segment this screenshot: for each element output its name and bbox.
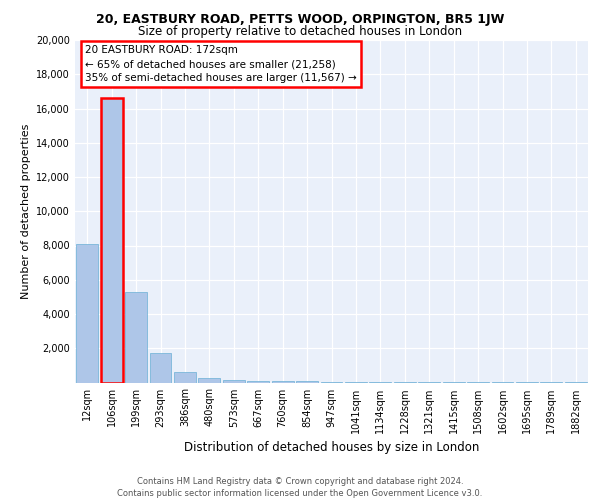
- X-axis label: Distribution of detached houses by size in London: Distribution of detached houses by size …: [184, 441, 479, 454]
- Text: 20, EASTBURY ROAD, PETTS WOOD, ORPINGTON, BR5 1JW: 20, EASTBURY ROAD, PETTS WOOD, ORPINGTON…: [96, 12, 504, 26]
- Bar: [101, 98, 122, 382]
- Bar: [247, 381, 269, 382]
- Bar: [174, 372, 196, 382]
- Bar: [223, 380, 245, 382]
- Bar: [125, 292, 147, 382]
- Y-axis label: Number of detached properties: Number of detached properties: [21, 124, 31, 299]
- Bar: [272, 381, 293, 382]
- Bar: [199, 378, 220, 382]
- Bar: [149, 352, 172, 382]
- Text: Size of property relative to detached houses in London: Size of property relative to detached ho…: [138, 25, 462, 38]
- Text: Contains HM Land Registry data © Crown copyright and database right 2024.
Contai: Contains HM Land Registry data © Crown c…: [118, 476, 482, 498]
- Text: 20 EASTBURY ROAD: 172sqm
← 65% of detached houses are smaller (21,258)
35% of se: 20 EASTBURY ROAD: 172sqm ← 65% of detach…: [85, 45, 357, 83]
- Bar: [76, 244, 98, 382]
